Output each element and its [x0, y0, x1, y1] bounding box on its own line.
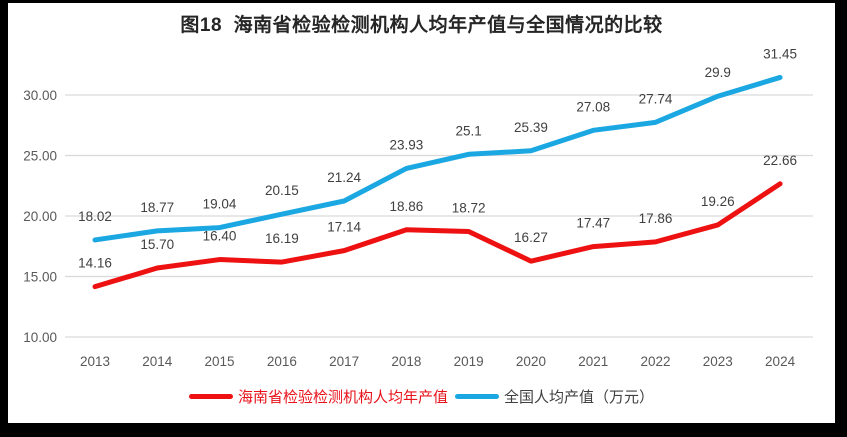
data-label: 18.77	[140, 200, 174, 215]
data-label: 17.86	[639, 211, 673, 226]
data-label: 22.66	[763, 153, 797, 168]
data-label: 19.04	[203, 197, 237, 212]
data-label: 29.9	[705, 65, 731, 80]
x-axis-label: 2024	[765, 354, 796, 369]
x-axis-label: 2022	[640, 354, 670, 369]
y-axis-tick-label: 25.00	[23, 149, 57, 164]
data-label: 27.08	[576, 99, 610, 114]
x-axis-label: 2021	[578, 354, 608, 369]
y-axis-tick-labels: 10.00 15.00 20.00 25.00 30.00	[23, 88, 57, 345]
data-label: 27.74	[639, 91, 673, 106]
chart-legend: 海南省检验检测机构人均年产值 全国人均产值（万元）	[8, 384, 835, 408]
x-axis-label: 2015	[205, 354, 235, 369]
legend-item-hainan: 海南省检验检测机构人均年产值	[188, 386, 448, 407]
legend-item-national: 全国人均产值（万元）	[455, 386, 654, 407]
legend-label-national: 全国人均产值（万元）	[504, 388, 655, 406]
y-axis-tick-label: 20.00	[23, 209, 57, 224]
data-label: 21.24	[327, 170, 361, 185]
y-axis-tick-label: 30.00	[23, 88, 57, 103]
data-label: 23.93	[390, 137, 424, 152]
x-axis-label: 2019	[454, 354, 484, 369]
data-label: 16.40	[203, 229, 237, 244]
data-label: 25.39	[514, 120, 548, 135]
data-label: 18.72	[452, 200, 486, 215]
data-label: 31.45	[763, 46, 797, 61]
y-axis-tick-label: 15.00	[23, 270, 57, 285]
x-axis-label: 2017	[329, 354, 359, 369]
data-label: 19.26	[701, 194, 735, 209]
data-label: 16.19	[265, 231, 299, 246]
x-axis-label: 2018	[391, 354, 421, 369]
national-series-line	[92, 74, 783, 243]
data-label: 17.47	[576, 216, 610, 231]
chart-frame: 图18 海南省检验检测机构人均年产值与全国情况的比较 10.00 15.00 20.…	[8, 3, 835, 423]
chart-title: 图18 海南省检验检测机构人均年产值与全国情况的比较	[180, 15, 663, 36]
x-axis-label: 2013	[80, 354, 110, 369]
x-axis-labels: 2013 2014 2015 2016 2017 2018 2019 2020 2021 2022…	[80, 354, 796, 369]
data-label: 20.15	[265, 183, 299, 198]
data-label: 15.70	[140, 237, 174, 252]
national-series-swatch-icon	[455, 393, 499, 399]
x-axis-label: 2016	[267, 354, 297, 369]
data-label: 16.27	[514, 230, 548, 245]
data-label: 25.1	[456, 123, 482, 138]
hainan-series-swatch-icon	[188, 393, 233, 399]
data-label: 17.14	[327, 220, 361, 235]
hainan-series-line	[92, 181, 783, 290]
data-label: 18.02	[78, 209, 112, 224]
gridlines	[65, 94, 813, 338]
x-axis-label: 2014	[142, 354, 173, 369]
data-label: 18.86	[390, 199, 424, 214]
y-axis-tick-label: 10.00	[23, 330, 57, 345]
national-series-data-labels: 18.02 18.77 19.04 20.15 21.24 23.93 25.1 25.39 2…	[78, 46, 797, 224]
data-label: 14.16	[78, 256, 112, 271]
hainan-series-data-labels: 14.16 15.70 16.40 16.19 17.14 18.86 18.72 16.27…	[78, 153, 797, 271]
legend-label-hainan: 海南省检验检测机构人均年产值	[237, 388, 448, 406]
x-axis-label: 2023	[703, 354, 733, 369]
x-axis-label: 2020	[516, 354, 546, 369]
